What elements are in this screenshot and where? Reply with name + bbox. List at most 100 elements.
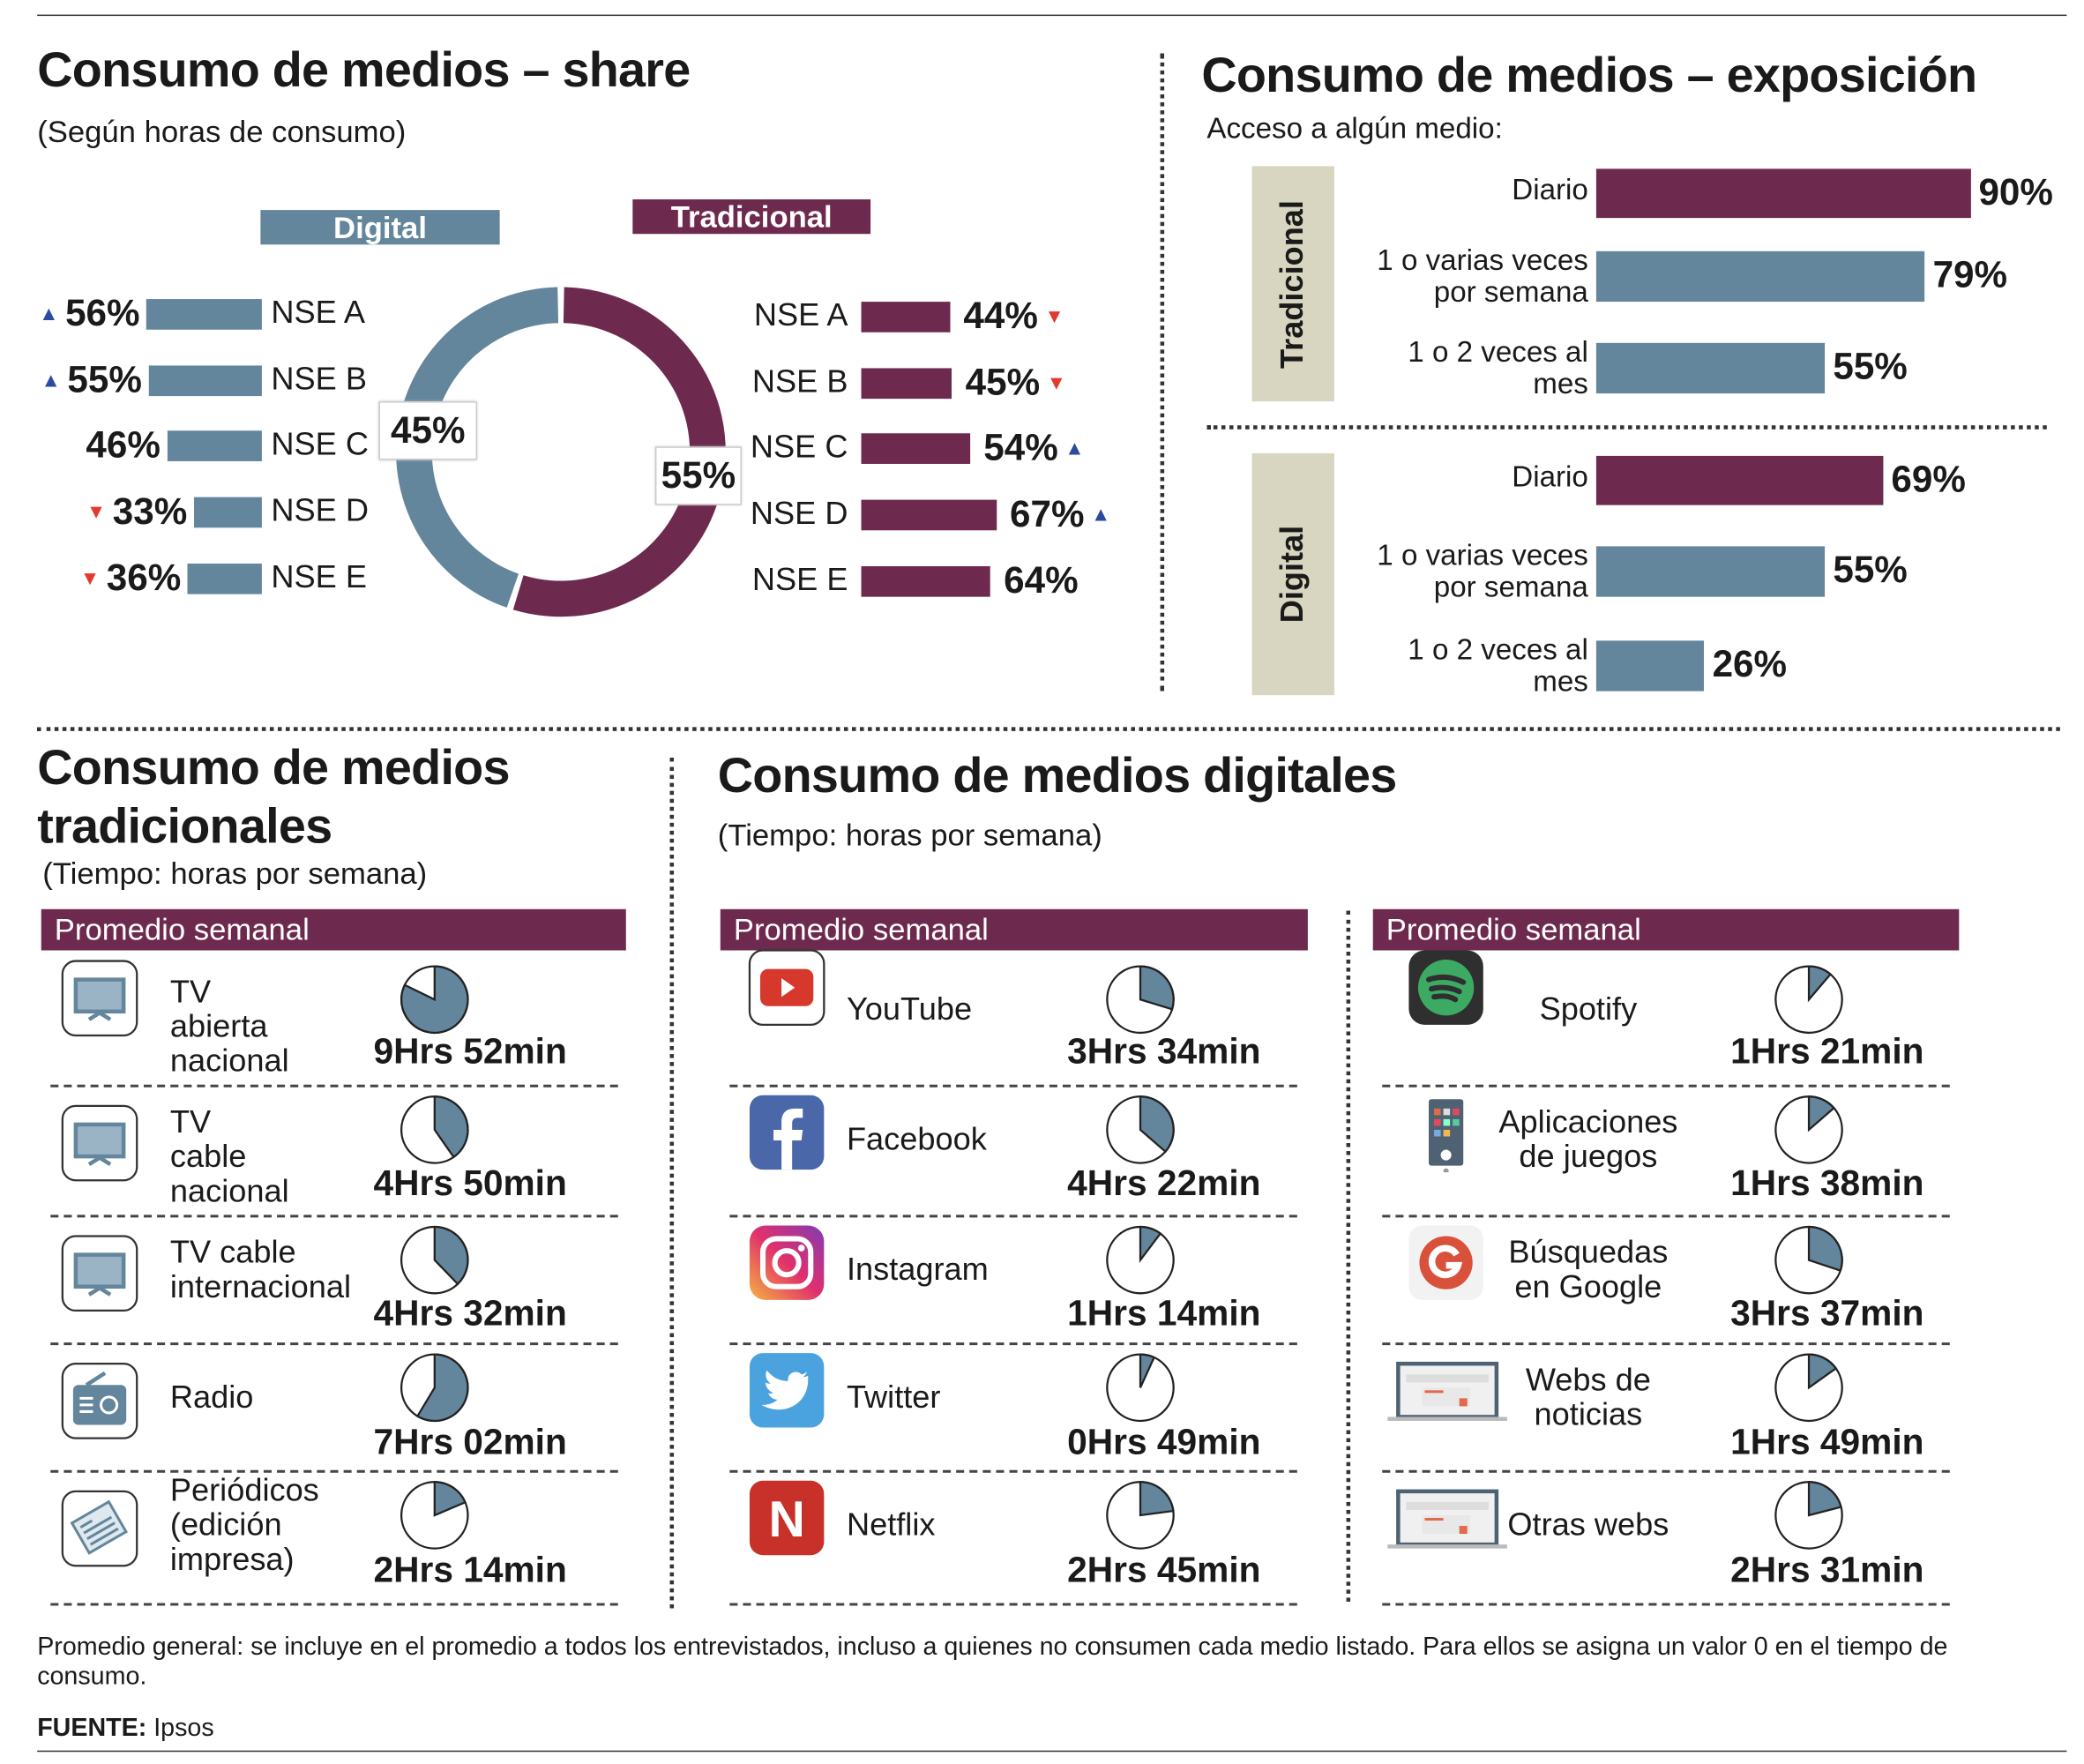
pie-slice-time xyxy=(400,965,469,1035)
divider xyxy=(37,727,2060,731)
nse-digital-row: ▼ 33% xyxy=(86,490,262,532)
divider xyxy=(1160,53,1165,691)
donut-slice-tradicional xyxy=(512,287,726,617)
category-label: NSE C xyxy=(271,426,369,463)
spotify-icon xyxy=(1406,947,1485,1034)
row-separator xyxy=(729,1084,1297,1088)
bar-value-label: 67% xyxy=(1010,493,1085,534)
share-title: Consumo de medios – share xyxy=(37,42,691,98)
arrow-up-icon: ▲ xyxy=(39,302,59,325)
pie-slice-time xyxy=(433,1225,469,1286)
pie-slice-time xyxy=(1139,1481,1175,1517)
pie-slice-time xyxy=(1139,1225,1162,1264)
media-name: Spotify xyxy=(1489,992,1688,1028)
name-line: Twitter xyxy=(846,1379,941,1416)
name-line: Netflix xyxy=(846,1506,936,1544)
category-label: NSE D xyxy=(750,496,848,532)
name-line: Radio xyxy=(169,1379,254,1416)
digital-header-left: Promedio semanal xyxy=(720,908,1308,951)
label-line: por semana xyxy=(1433,570,1588,604)
media-time: 4Hrs 22min xyxy=(1067,1162,1261,1203)
nse-digital-row: 46% xyxy=(79,424,262,465)
media-time: 2Hrs 14min xyxy=(373,1550,567,1590)
row-separator xyxy=(729,1215,1297,1218)
time-pie-chart xyxy=(1774,1481,1843,1550)
media-time: 1Hrs 14min xyxy=(1067,1293,1261,1334)
label-line: 1 o varias veces xyxy=(1377,243,1588,277)
category-label: NSE A xyxy=(271,295,365,332)
pie-slice-time xyxy=(1807,1095,1836,1132)
media-name: Netflix xyxy=(847,1508,935,1543)
name-line: noticias xyxy=(1534,1396,1643,1433)
row-separator xyxy=(50,1215,618,1218)
category-label: NSE E xyxy=(751,562,848,599)
name-line: TV cable xyxy=(169,1104,247,1176)
exposure-category-label: 1 o 2 veces al mes xyxy=(1408,632,1588,699)
exposure-value-label: 69% xyxy=(1891,458,1966,500)
exposure-value-label: 55% xyxy=(1833,345,1908,387)
media-name: Otras webs xyxy=(1489,1508,1688,1543)
time-pie-chart xyxy=(1774,1225,1843,1295)
exposure-bar xyxy=(1595,640,1705,691)
pie-slice-time xyxy=(1139,1353,1156,1388)
tv-icon xyxy=(60,959,139,1045)
name-line: Búsquedas xyxy=(1508,1235,1669,1271)
bar-value-label: 46% xyxy=(86,423,161,466)
pie-slice-time xyxy=(1139,965,1175,1011)
media-name: Webs de noticias xyxy=(1489,1362,1688,1433)
pie-slice-time xyxy=(415,1353,469,1423)
name-line: Periódicos xyxy=(169,1472,319,1509)
row-separator xyxy=(1382,1084,1950,1088)
bar-digital xyxy=(146,298,262,329)
media-name: YouTube xyxy=(847,992,972,1028)
name-line: Aplicaciones xyxy=(1498,1104,1678,1141)
media-time: 2Hrs 45min xyxy=(1067,1550,1261,1590)
tv-icon xyxy=(60,1233,139,1319)
donut-label-digital: 45% xyxy=(378,401,478,460)
digital-header-right: Promedio semanal xyxy=(1372,908,1960,951)
digital-title: Consumo de medios digitales xyxy=(717,748,1397,804)
time-pie-chart xyxy=(1106,1095,1175,1164)
label-line: mes xyxy=(1533,664,1588,699)
digital-subtitle: (Tiempo: horas por semana) xyxy=(717,817,1102,852)
bar-value-label: 54% xyxy=(983,426,1058,468)
exposure-category-label: 1 o varias veces por semana xyxy=(1377,244,1588,308)
digital-side-text: Digital xyxy=(1274,525,1311,624)
category-label: NSE E xyxy=(271,559,367,596)
category-label: NSE D xyxy=(271,493,369,529)
bar-value-label: 33% xyxy=(112,490,188,532)
exposure-category-label: Diario xyxy=(1512,174,1588,206)
media-time: 4Hrs 50min xyxy=(373,1162,567,1203)
time-pie-chart xyxy=(1106,1481,1175,1550)
media-time: 9Hrs 52min xyxy=(373,1031,567,1072)
media-time: 4Hrs 32min xyxy=(373,1293,567,1334)
bar-traditional xyxy=(861,498,997,530)
bottom-rule xyxy=(37,1750,2067,1753)
arrow-up-icon: ▲ xyxy=(1064,437,1085,460)
row-separator xyxy=(729,1342,1297,1346)
label-line: 1 o 2 veces al xyxy=(1408,632,1588,667)
media-time: 2Hrs 31min xyxy=(1730,1550,1924,1590)
label-line: Diario xyxy=(1512,172,1588,206)
twitter-icon xyxy=(747,1350,826,1437)
name-line: Webs de xyxy=(1525,1362,1651,1399)
exposure-value-label: 55% xyxy=(1833,549,1908,591)
pie-slice-time xyxy=(1807,1225,1843,1273)
exposure-category-label: Diario xyxy=(1512,460,1588,493)
pie-slice-time xyxy=(1807,1353,1838,1390)
bar-digital xyxy=(187,563,262,594)
newspaper-icon xyxy=(60,1489,139,1575)
google-icon xyxy=(1406,1222,1485,1309)
nse-digital-row: ▲ 55% xyxy=(41,359,262,400)
name-line: Instagram xyxy=(846,1252,989,1289)
media-name: Facebook xyxy=(847,1123,987,1157)
media-name: TV cable internacional xyxy=(170,1236,351,1305)
pie-slice-time xyxy=(1807,1481,1842,1517)
divider xyxy=(669,757,675,1609)
traditional-tag: Tradicional xyxy=(632,199,871,235)
media-name: TV abierta nacional xyxy=(170,975,289,1080)
arrow-down-icon: ▼ xyxy=(1044,304,1064,328)
label-line: 1 o 2 veces al xyxy=(1408,334,1588,369)
time-pie-chart xyxy=(1106,965,1175,1035)
bar-value-label: 55% xyxy=(67,358,142,400)
